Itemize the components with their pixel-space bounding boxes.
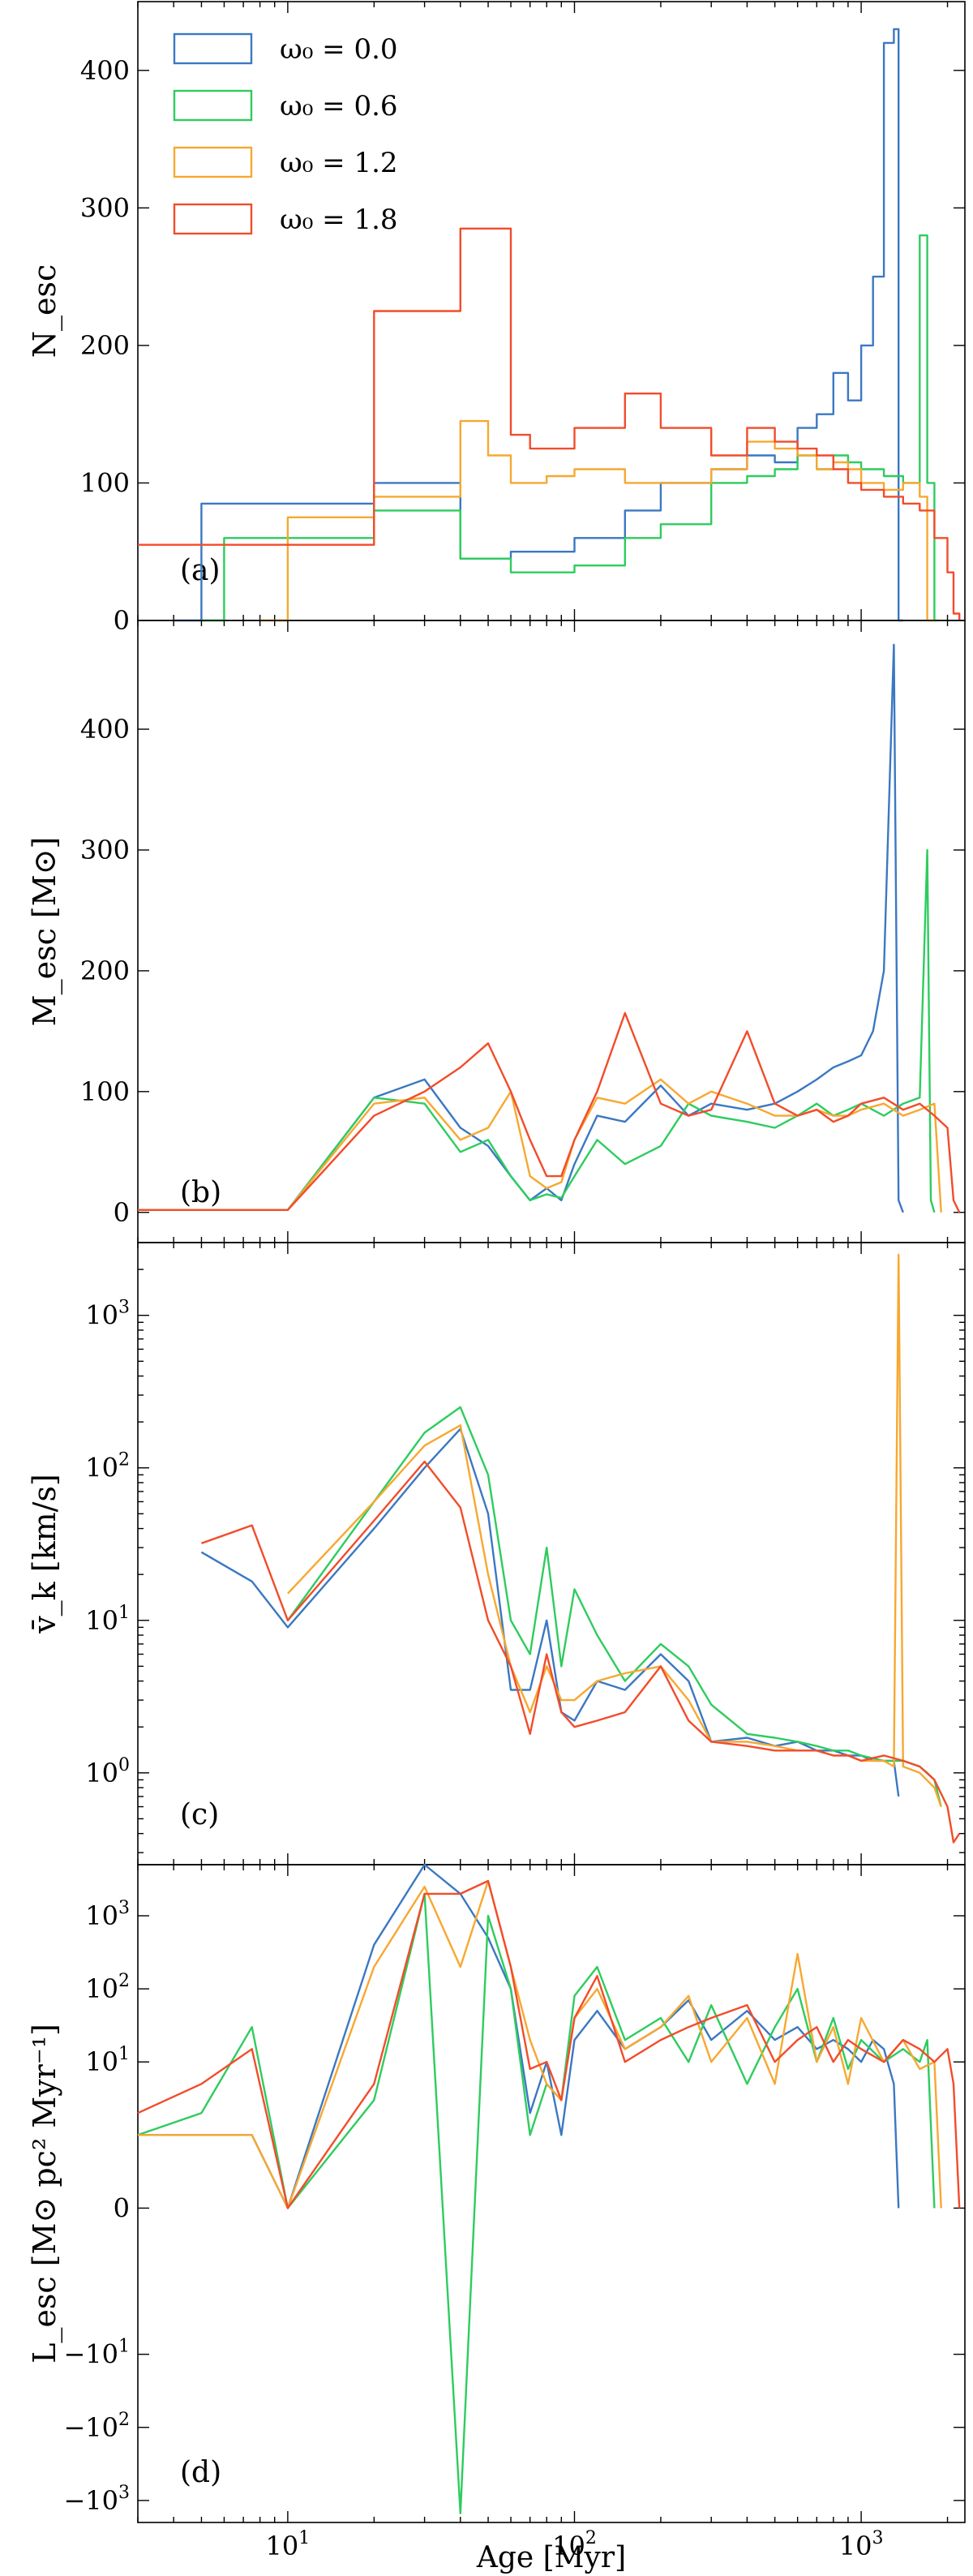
y-tick-label: 0 xyxy=(114,2192,130,2223)
panel-label: (b) xyxy=(180,1176,221,1209)
series-line-w18 xyxy=(137,1879,961,2209)
series-line-w00 xyxy=(200,1428,900,1797)
y-tick-label: −102 xyxy=(63,2410,130,2443)
series-line-w12 xyxy=(287,1253,942,1807)
y-tick-label: −101 xyxy=(63,2337,130,2370)
axes-frame xyxy=(137,1,966,621)
series-line-w06 xyxy=(201,234,938,622)
panel-a: 0 100 200 300 400 N_esc (a) ω₀ = 0.0 ω₀ = 0.6 ω₀ … xyxy=(27,1,966,636)
y-tick-label: 100 xyxy=(80,1076,130,1107)
y-tick-label: 300 xyxy=(80,835,130,865)
y-tick-label: 103 xyxy=(85,1898,130,1931)
y-tick-label: 103 xyxy=(85,1298,130,1331)
y-tick-label: 0 xyxy=(114,605,130,636)
x-tick-label: 103 xyxy=(839,2528,884,2561)
y-tick-label: 400 xyxy=(80,714,130,745)
series-line-w12 xyxy=(259,419,935,622)
y-axis-label: M_esc [M⊙] xyxy=(27,837,63,1027)
panel-b: 0 100 200 300 400 M_esc [M⊙] (b) xyxy=(27,620,966,1243)
series-line-w18 xyxy=(200,1460,961,1844)
y-tick-label: 102 xyxy=(85,1971,130,2004)
y-tick-label: 300 xyxy=(80,192,130,223)
y-tick-label: 0 xyxy=(114,1197,130,1228)
y-tick-label: 100 xyxy=(85,1755,130,1788)
legend-label-w18: ω₀ = 1.8 xyxy=(280,204,398,236)
legend-swatch-w18 xyxy=(173,203,253,235)
y-tick-label: 100 xyxy=(80,467,130,498)
legend-label-w06: ω₀ = 0.6 xyxy=(280,90,398,122)
series-line-w12 xyxy=(138,1879,942,2209)
panel-c: 100 101 102 103 v̄_k [km/s] (c) xyxy=(27,1242,966,1865)
series-line-w06 xyxy=(137,1892,936,2514)
panel-label: (d) xyxy=(180,2456,221,2489)
y-tick-label: 101 xyxy=(85,2044,130,2077)
series-line-w00 xyxy=(138,643,904,1213)
legend-label-w12: ω₀ = 1.2 xyxy=(280,147,398,179)
y-axis-label: v̄_k [km/s] xyxy=(27,1474,63,1634)
series-line-w06 xyxy=(286,1406,942,1807)
series-line-w18 xyxy=(138,227,961,620)
legend-swatch-w00 xyxy=(173,32,253,65)
axes-frame xyxy=(137,1864,966,2523)
series-line-w06 xyxy=(138,848,936,1213)
series-line-w12 xyxy=(138,1078,942,1213)
y-tick-label: 200 xyxy=(80,330,130,361)
y-tick-label: 101 xyxy=(85,1603,130,1636)
y-tick-label: 200 xyxy=(80,955,130,986)
y-tick-label: 400 xyxy=(80,55,130,86)
legend-swatch-w06 xyxy=(173,89,253,122)
axes-frame xyxy=(137,620,966,1243)
y-axis-label: L_esc [M⊙ pc² Myr⁻¹] xyxy=(27,2024,63,2363)
legend-label-w00: ω₀ = 0.0 xyxy=(280,33,398,66)
panel-label: (a) xyxy=(180,554,221,587)
series-line-w18 xyxy=(138,1011,961,1213)
legend-swatch-w12 xyxy=(173,146,253,178)
y-axis-label: N_esc xyxy=(27,264,63,358)
y-tick-label: 102 xyxy=(85,1450,130,1483)
x-tick-label: 101 xyxy=(266,2528,311,2561)
y-tick-label: −103 xyxy=(63,2483,130,2516)
panel-label: (c) xyxy=(180,1798,219,1831)
x-axis-label: Age [Myr] xyxy=(476,2541,626,2574)
series-line-w00 xyxy=(138,1863,900,2209)
